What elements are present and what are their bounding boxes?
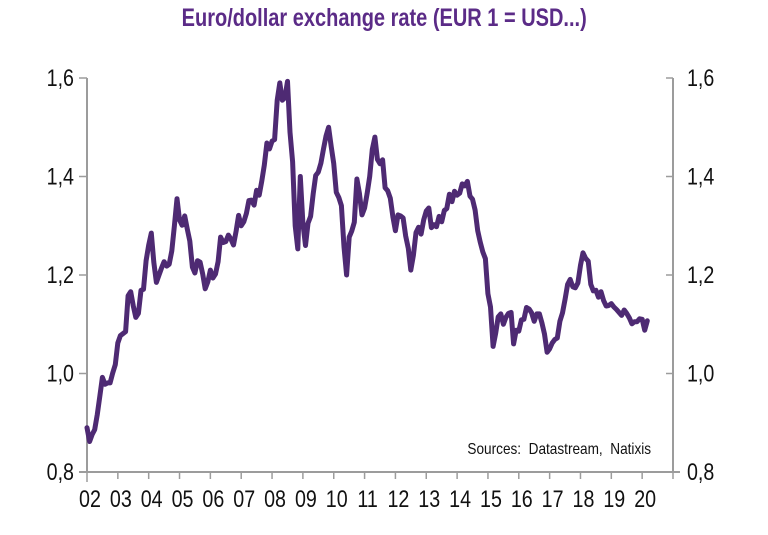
source-note: Sources: Datastream, Natixis (467, 441, 651, 458)
x-tick-label: 09 (295, 485, 317, 512)
x-tick-label: 15 (480, 485, 502, 512)
x-tick-label: 12 (387, 485, 409, 512)
y-tick-label-left: 1,4 (47, 163, 74, 190)
x-tick-label: 14 (449, 485, 471, 512)
x-tick-label: 05 (172, 485, 194, 512)
x-tick-label: 11 (357, 485, 377, 512)
y-tick-label-right: 1,2 (687, 261, 714, 288)
x-tick-label: 16 (511, 485, 533, 512)
x-tick-label: 07 (233, 485, 255, 512)
eurusd-line-series (84, 78, 650, 444)
x-tick-label: 03 (110, 485, 132, 512)
y-tick-label-left: 1,6 (47, 64, 74, 91)
y-tick-label-right: 0,8 (687, 458, 714, 485)
x-tick-label: 02 (79, 485, 101, 512)
x-tick-label: 18 (573, 485, 595, 512)
x-tick-label: 04 (141, 485, 163, 512)
x-tick-label: 17 (542, 485, 564, 512)
chart-title: Euro/dollar exchange rate (EUR 1 = USD..… (0, 4, 768, 33)
y-tick-label-left: 1,2 (47, 261, 74, 288)
x-tick-label: 10 (326, 485, 348, 512)
chart-title-text: Euro/dollar exchange rate (EUR 1 = USD..… (181, 4, 587, 32)
x-tick-label: 20 (634, 485, 656, 512)
x-tick-label: 13 (418, 485, 440, 512)
x-tick-label: 06 (202, 485, 224, 512)
x-tick-label: 08 (264, 485, 286, 512)
y-tick-label-right: 1,0 (687, 360, 714, 387)
y-tick-label-right: 1,6 (687, 64, 714, 91)
y-tick-label-right: 1,4 (687, 163, 714, 190)
x-tick-label: 19 (603, 485, 625, 512)
y-tick-label-left: 0,8 (47, 458, 74, 485)
y-tick-label-left: 1,0 (47, 360, 74, 387)
